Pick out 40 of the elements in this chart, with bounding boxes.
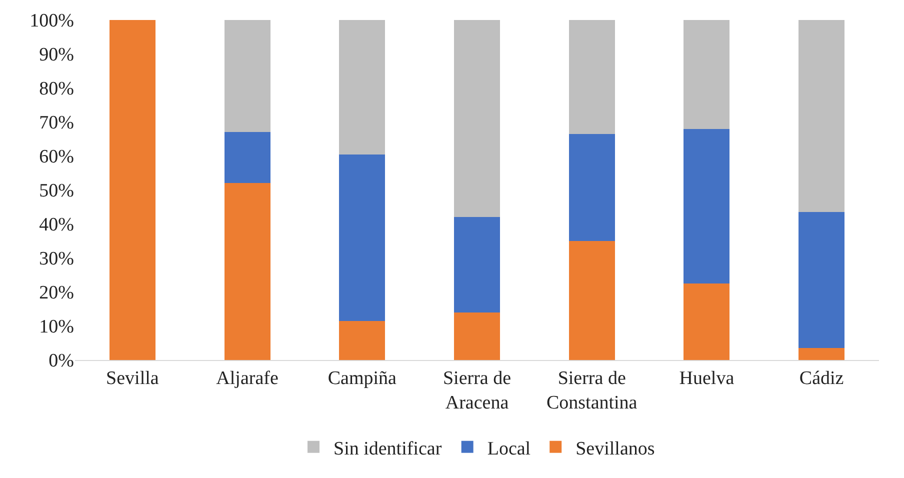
y-tick-label: 10%: [39, 316, 74, 338]
bar: [568, 134, 615, 241]
x-tick-label: Sierra de Constantina: [546, 368, 638, 414]
bar: [568, 20, 615, 134]
y-tick-label: 20%: [39, 282, 74, 304]
x-tick-label: Sierra de Aracena: [442, 368, 512, 414]
bar: [798, 20, 845, 212]
bar: [798, 212, 845, 348]
x-tick-label: Cádiz: [799, 368, 844, 389]
y-tick-label: 80%: [39, 78, 74, 100]
x-tick-label: Aljarafe: [216, 368, 278, 389]
legend-label: Sin identificar: [334, 438, 442, 460]
bar: [684, 284, 730, 360]
y-tick-label: 90%: [39, 44, 74, 66]
bar: [224, 20, 270, 132]
legend-label: Sevillanos: [576, 438, 655, 460]
y-tick-label: 100%: [30, 10, 74, 32]
x-tick-label: Sevilla: [106, 368, 160, 389]
bar: [568, 241, 615, 360]
bar: [339, 20, 386, 154]
y-tick-label: 50%: [39, 180, 74, 202]
y-tick-label: 0%: [48, 350, 74, 372]
bar: [454, 312, 500, 360]
bar: [684, 20, 730, 129]
bar: [339, 154, 386, 321]
legend-label: Local: [487, 438, 531, 460]
bar: [109, 20, 156, 360]
y-tick-label: 30%: [39, 248, 74, 270]
y-tick-label: 40%: [39, 214, 74, 236]
bar: [684, 128, 730, 284]
bar: [339, 320, 386, 360]
bar: [224, 183, 270, 360]
y-tick-label: 70%: [39, 112, 74, 134]
bar: [454, 217, 500, 312]
bar: [798, 348, 845, 360]
bar: [224, 132, 270, 184]
x-tick-label: Campiña: [328, 368, 397, 389]
bar: [454, 20, 500, 218]
x-tick-label: Huelva: [679, 368, 735, 389]
y-tick-label: 60%: [39, 146, 74, 168]
